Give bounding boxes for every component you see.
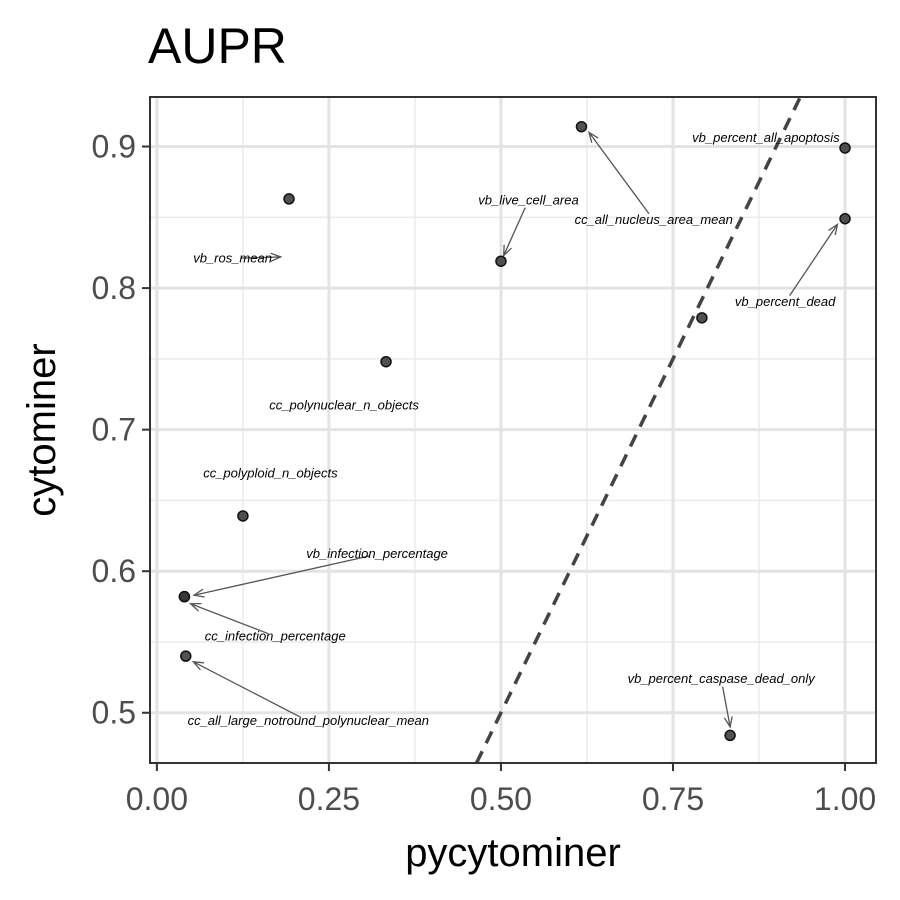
annotation-label: vb_ros_mean: [193, 250, 272, 265]
annotation-arrow-line: [193, 661, 302, 719]
x-axis-title: pycytominer: [405, 831, 621, 875]
x-tick-label: 0.00: [126, 781, 188, 817]
x-tick-label: 0.25: [298, 781, 360, 817]
x-tick-label: 0.50: [470, 781, 532, 817]
annotation-arrow-head: [588, 130, 599, 143]
data-point: [696, 312, 708, 324]
annotation-label: vb_percent_caspase_dead_only: [628, 671, 817, 686]
annotation-arrow-head: [270, 252, 283, 262]
annotation-label: vb_infection_percentage: [306, 546, 448, 561]
annotation-arrow-line: [190, 603, 269, 635]
data-points: [178, 120, 851, 742]
annotation-arrow-line: [721, 686, 731, 728]
x-tick-label: 0.75: [642, 781, 704, 817]
data-point: [575, 120, 588, 133]
data-point: [839, 142, 851, 154]
annotation-label: cc_polynuclear_n_objects: [269, 398, 419, 413]
data-point: [495, 255, 507, 267]
annotation-arrow-line: [789, 224, 839, 296]
annotation-arrow-line: [193, 555, 370, 596]
chart-title: AUPR: [148, 18, 287, 74]
annotation-arrow-head: [723, 716, 733, 729]
y-axis-title: cytominer: [20, 343, 64, 516]
annotation-arrow-head: [188, 602, 202, 612]
annotation-arrow-head: [191, 660, 205, 671]
y-tick-label: 0.8: [92, 270, 136, 306]
annotation-label: cc_all_large_notround_polynuclear_mean: [188, 713, 429, 728]
annotation-arrow-line: [588, 132, 650, 215]
data-point: [839, 212, 851, 225]
reference-line-group: [474, 96, 802, 764]
annotation-arrow-line: [240, 256, 281, 259]
data-point: [283, 193, 295, 205]
annotation-label: vb_percent_all_apoptosis: [692, 130, 840, 145]
x-axis-ticks: 0.00 0.25 0.50 0.75 1.00: [126, 763, 876, 817]
annotation-arrow-head: [192, 588, 205, 598]
data-point: [180, 650, 192, 662]
identity-line: [474, 96, 802, 764]
grid-major: [150, 97, 876, 763]
annotation-arrow-head: [502, 244, 512, 258]
grid-minor: [150, 97, 876, 763]
annotation-label: cc_all_nucleus_area_mean: [575, 212, 733, 227]
data-point: [380, 355, 392, 368]
annotation-labels: vb_ros_mean vb_live_cell_area cc_all_nucle…: [188, 130, 841, 728]
annotation-arrows: [188, 130, 839, 729]
x-tick-label: 1.00: [814, 781, 876, 817]
y-tick-label: 0.9: [92, 129, 136, 165]
annotation-arrow-line: [503, 207, 526, 256]
data-point: [237, 510, 249, 522]
annotation-label: cc_infection_percentage: [205, 628, 346, 643]
data-point: [178, 590, 191, 603]
annotation-label: vb_percent_dead: [735, 294, 836, 309]
annotation-arrow-head: [828, 222, 839, 236]
annotation-label: cc_polyploid_n_objects: [203, 466, 338, 481]
y-axis-ticks: 0.5 0.6 0.7 0.8 0.9: [92, 129, 150, 731]
annotation-label: vb_live_cell_area: [478, 192, 578, 207]
data-point: [724, 729, 736, 742]
y-tick-label: 0.5: [92, 695, 136, 731]
y-tick-label: 0.6: [92, 553, 136, 589]
y-tick-label: 0.7: [92, 412, 136, 448]
